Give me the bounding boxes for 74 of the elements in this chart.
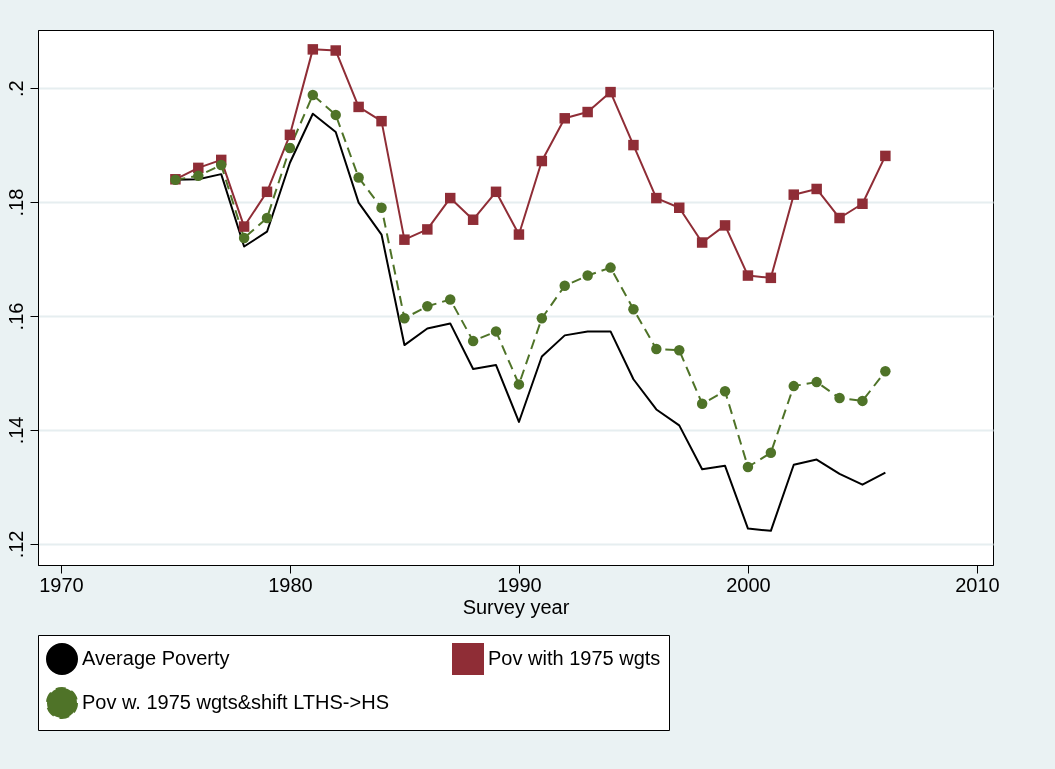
point [513,379,525,390]
point [811,183,822,195]
point [765,272,777,284]
point [674,202,685,214]
point [834,392,845,404]
point [719,220,731,231]
y-tick-label: .12 [4,530,27,559]
legend-label: Pov with 1975 wgts [488,647,661,669]
legend-label: Pov w. 1975 wgts&shift LTHS->HS [82,691,389,713]
point [307,44,319,55]
point [422,224,433,235]
point [788,380,799,392]
point [651,192,662,204]
point [719,385,731,397]
point [696,237,708,248]
point [834,212,845,224]
point [811,376,822,388]
point [536,313,548,324]
point [193,170,204,182]
legend-label: Average Poverty [82,647,230,669]
point [582,270,593,281]
point [490,186,502,198]
point [651,343,662,355]
point [261,212,273,224]
y-tick-label: .18 [4,188,27,217]
point [376,202,387,213]
point [605,86,616,98]
y-tick-label: .16 [4,302,27,331]
point [238,221,250,232]
point [605,262,616,273]
x-tick-label: 1990 [497,573,542,596]
point [536,155,548,167]
point [467,335,479,347]
point [444,294,456,305]
point [674,344,685,356]
point [857,198,868,210]
point [559,280,570,292]
point [513,229,525,240]
point [353,101,364,113]
point [582,106,593,118]
x-tick-label: 1970 [39,573,84,596]
point [857,395,868,407]
point [238,232,250,244]
point [628,139,639,151]
x-tick-label: 1980 [268,573,313,596]
point [490,326,502,337]
point [880,366,891,377]
point [330,45,341,56]
point [444,192,456,204]
x-axis-title: Survey year [462,595,570,618]
point [788,189,799,200]
y-tick-label: .14 [4,416,27,445]
point [353,172,364,183]
point [399,234,410,245]
point [422,301,433,312]
point [215,159,227,171]
point [307,89,319,101]
point [399,313,410,324]
point [696,398,708,409]
point [284,129,296,141]
point [765,447,777,458]
point [376,115,387,127]
x-tick-label: 2010 [955,573,1000,596]
x-tick-label: 2000 [726,573,771,596]
point [284,142,296,154]
y-tick-label: .2 [4,80,27,97]
point [330,109,341,121]
point [559,113,570,124]
point [742,270,754,281]
point [628,303,639,315]
point [261,186,273,198]
point [742,461,754,473]
point [880,150,891,162]
point [467,214,479,225]
